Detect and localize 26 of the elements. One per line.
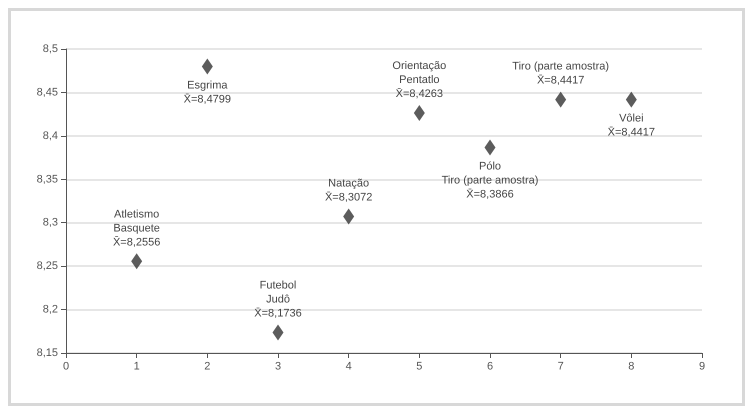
annotation: Atletismo Basquete X̄=8,2556 [112,208,160,248]
annotation: Esgrima X̄=8,4799 [184,79,232,106]
annotation: Futebol Judô X̄=8,1736 [254,280,302,320]
annotation: Tiro (parte amostra) X̄=8,4417 [512,60,610,87]
y-tick-label: 8,4 [42,130,58,142]
annotation: Vôlei X̄=8,4417 [608,112,656,139]
x-tick-label: 6 [486,360,494,372]
annotation: Pólo Tiro (parte amostra) X̄=8,3866 [442,160,538,200]
x-tick-label: 3 [274,360,282,372]
y-tick-label: 8,35 [36,173,58,186]
annotation: Natação X̄=8,3072 [324,177,372,204]
y-tick-label: 8,25 [36,260,58,272]
x-tick-label: 2 [204,360,210,372]
x-tick-label: 5 [416,360,422,372]
y-tick-label: 8,5 [42,43,58,55]
x-tick-label: 0 [62,360,70,372]
y-tick-label: 8,2 [42,304,58,316]
y-tick-label: 8,3 [42,216,58,229]
x-tick-label: 9 [698,360,706,372]
y-tick-label: 8,15 [36,347,58,359]
annotation: Orientação Pentatlo X̄=8,4263 [392,60,446,100]
y-tick-label: 8,45 [36,86,58,98]
x-tick-label: 7 [558,360,564,372]
x-tick-label: 8 [628,360,634,372]
x-tick-label: 4 [346,360,352,372]
x-tick-label: 1 [134,360,140,372]
